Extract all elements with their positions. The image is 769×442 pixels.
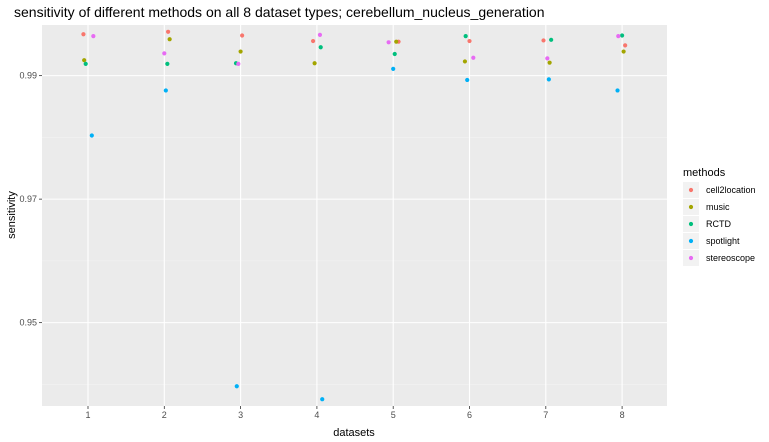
x-tick-label: 5 [391, 410, 396, 420]
y-tick-label: 0.97 [19, 194, 37, 204]
y-tick-label: 0.99 [19, 71, 37, 81]
data-point-spotlight [465, 77, 470, 83]
data-point-cell2location [541, 38, 546, 43]
data-point-stereoscope [471, 55, 476, 60]
y-axis: 0.95 0.97 0.99 [19, 71, 42, 328]
x-tick-label: 6 [467, 410, 472, 420]
chart-title: sensitivity of different methods on all … [14, 4, 545, 20]
data-point-rctd [318, 45, 323, 50]
plot-panel [42, 25, 667, 406]
legend-label: spotlight [706, 236, 740, 246]
data-point-spotlight [234, 384, 239, 389]
legend-swatch-music [688, 204, 694, 210]
data-point-spotlight [320, 397, 325, 402]
legend-swatch-rctd [688, 221, 694, 227]
data-point-rctd [83, 61, 88, 67]
legend-label: RCTD [706, 219, 731, 229]
data-point-music [547, 60, 552, 65]
data-point-music [394, 39, 399, 44]
data-point-spotlight [546, 77, 551, 82]
data-point-rctd [392, 51, 397, 57]
data-point-music [621, 49, 626, 54]
minor-gridlines [42, 137, 667, 385]
x-axis-title: datasets [333, 427, 375, 439]
legend-label: stereoscope [706, 253, 755, 263]
data-point-cell2location [310, 38, 316, 44]
legend-title: methods [683, 167, 726, 179]
data-point-stereoscope [91, 34, 96, 39]
data-point-spotlight [615, 88, 620, 93]
data-point-music [312, 61, 317, 66]
data-point-stereoscope [162, 51, 167, 56]
legend-swatch-spotlight [688, 238, 694, 244]
data-point-rctd [549, 37, 554, 42]
major-gridlines [42, 25, 667, 406]
data-point-cell2location [166, 29, 171, 34]
data-point-cell2location [623, 43, 628, 48]
data-point-music [238, 49, 243, 54]
data-point-cell2location [81, 32, 86, 37]
y-tick-label: 0.95 [19, 318, 37, 328]
legend-swatch-stereoscope [688, 255, 694, 261]
data-point-cell2location [467, 38, 472, 44]
data-point-stereoscope [317, 32, 323, 37]
x-tick-label: 2 [162, 410, 167, 420]
x-tick-label: 4 [314, 410, 319, 420]
data-point-music [462, 59, 468, 64]
x-tick-label: 8 [620, 410, 625, 420]
data-point-music [167, 37, 172, 42]
data-point-spotlight [163, 88, 168, 93]
x-axis: 1 2 3 4 5 6 7 8 [85, 406, 625, 420]
x-tick-label: 3 [238, 410, 243, 420]
data-point-rctd [165, 61, 170, 67]
y-axis-title: sensitivity [6, 191, 18, 239]
x-tick-label: 7 [543, 410, 548, 420]
legend-swatch-cell2location [688, 187, 694, 193]
data-point-stereoscope [236, 61, 241, 67]
x-tick-label: 1 [85, 410, 90, 420]
data-point-music [82, 58, 87, 63]
legend: methods cell2location music RCTD spotlight s… [683, 167, 756, 266]
data-point-rctd [463, 34, 468, 39]
legend-label: music [706, 202, 730, 212]
data-point-spotlight [89, 133, 94, 138]
data-point-rctd [620, 33, 625, 38]
legend-items: cell2location music RCTD spotlight stereosco… [683, 182, 756, 266]
data-point-stereoscope [545, 56, 550, 61]
legend-label: cell2location [706, 185, 756, 195]
data-points [81, 29, 628, 402]
data-point-cell2location [240, 33, 245, 38]
data-point-stereoscope [616, 34, 621, 39]
data-point-stereoscope [386, 40, 391, 45]
data-point-spotlight [391, 66, 396, 71]
